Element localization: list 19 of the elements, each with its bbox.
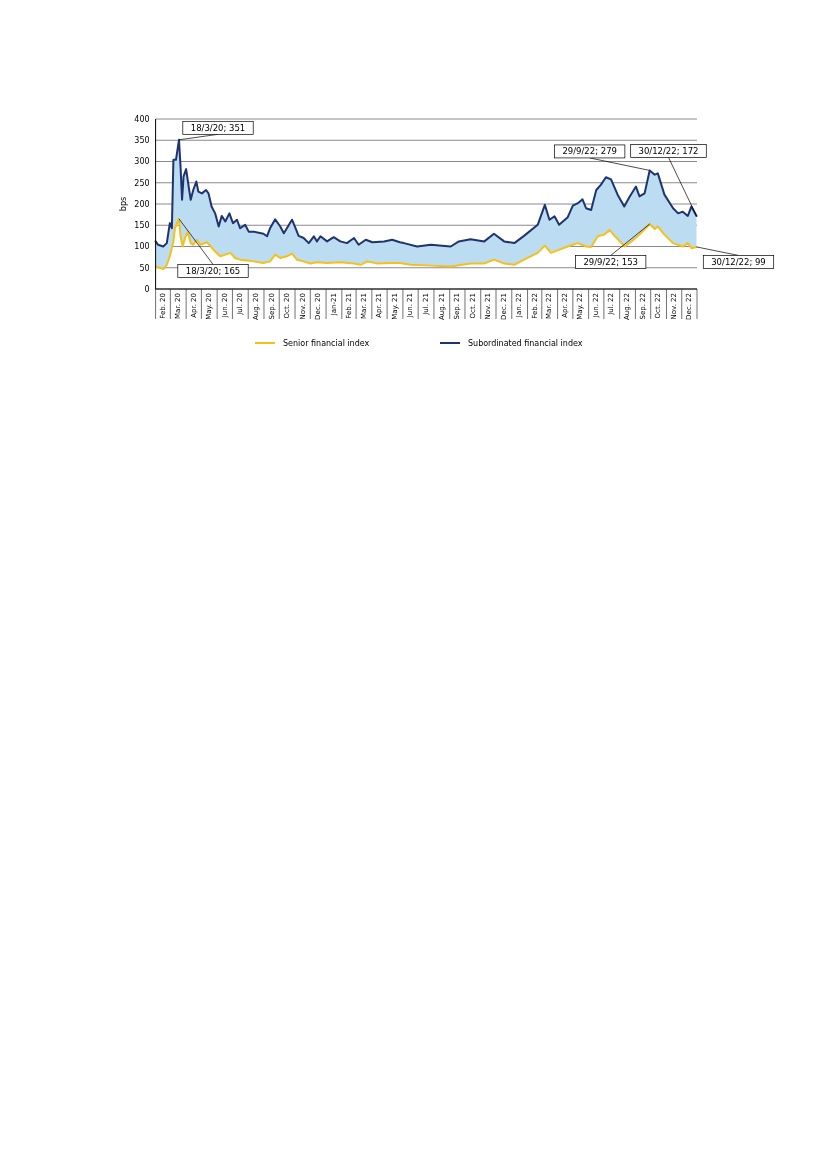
y-tick-label: 200 [134,199,150,209]
annotation: 30/12/22; 99 [711,256,766,267]
y-tick-label: 50 [139,263,150,273]
annotation: 18/3/20; 165 [185,265,241,276]
y-axis-title: bps [118,196,128,212]
y-tick-label: 350 [134,136,150,146]
annotation: 29/9/22; 153 [583,256,638,267]
annotation: 29/9/22; 279 [562,146,617,157]
legend-label: Subordinated financial index [468,338,583,348]
y-tick-label: 400 [134,114,150,124]
y-tick-label: 150 [134,221,150,231]
y-tick-label: 0 [144,284,150,294]
y-tick-label: 100 [134,242,150,252]
legend-label: Senior financial index [283,338,370,348]
annotation: 30/12/22; 172 [638,145,699,156]
y-tick-label: 300 [134,157,150,167]
line-series [154,138,698,248]
y-tick-label: 250 [134,178,150,188]
annotation: 18/3/20; 351 [190,122,246,133]
